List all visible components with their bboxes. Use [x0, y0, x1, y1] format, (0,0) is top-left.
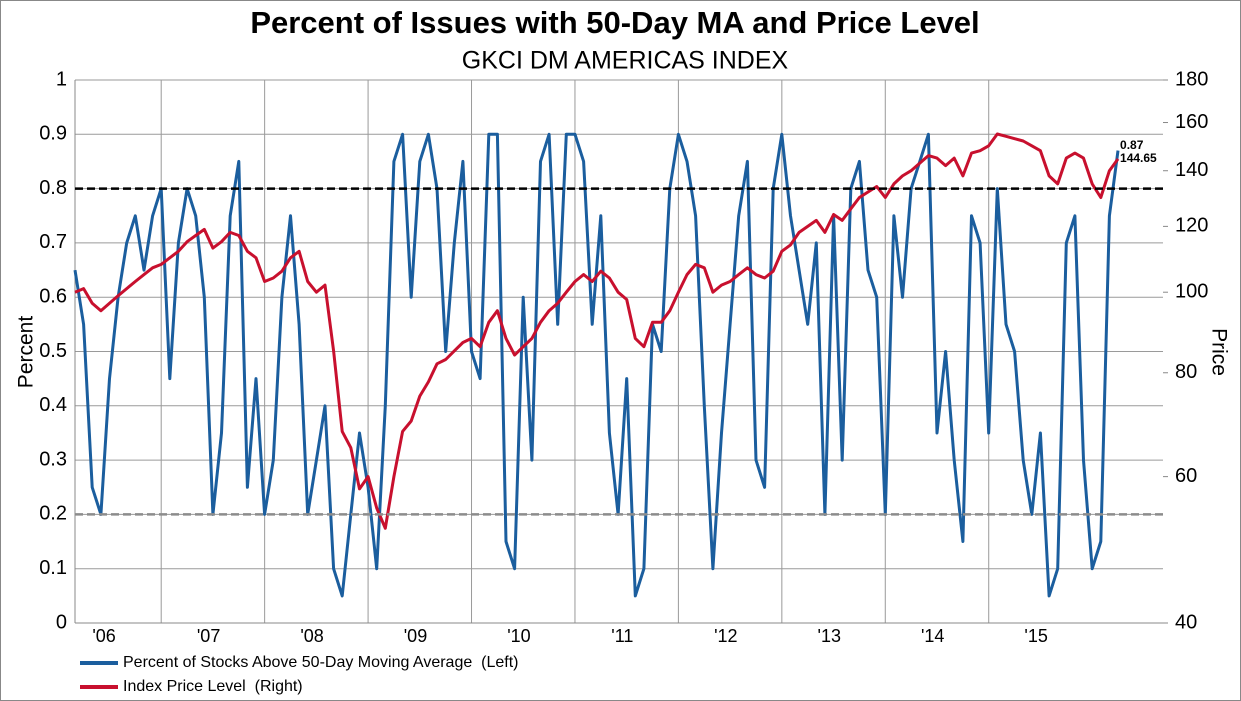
end-value-label: 144.65	[1120, 151, 1157, 165]
y-tick-label: 0.9	[39, 123, 67, 145]
y2-tick-label: 120	[1175, 215, 1208, 237]
y-tick-label: 0.5	[39, 340, 67, 362]
y-tick-label: 1	[56, 68, 67, 90]
y-tick-label: 0.7	[39, 231, 67, 253]
end-value-label: 0.87	[1120, 138, 1144, 152]
x-tick-label: '08	[300, 626, 323, 646]
x-tick-label: '06	[92, 626, 115, 646]
y-tick-label: 0.8	[39, 177, 67, 199]
legend-label: Index Price Level (Right)	[123, 678, 303, 695]
x-tick-label: '09	[404, 626, 427, 646]
chart-subtitle: GKCI DM AMERICAS INDEX	[462, 47, 789, 75]
y2-tick-label: 140	[1175, 159, 1208, 181]
y2-axis-label: Price	[1207, 328, 1230, 376]
y2-tick-label: 40	[1175, 611, 1197, 633]
y2-tick-label: 160	[1175, 111, 1208, 133]
x-tick-label: '14	[921, 626, 944, 646]
y2-tick-label: 100	[1175, 280, 1208, 302]
y-tick-label: 0.6	[39, 285, 67, 307]
y-tick-label: 0.2	[39, 503, 67, 525]
chart-title: Percent of Issues with 50-Day MA and Pri…	[250, 5, 979, 40]
x-tick-label: '15	[1024, 626, 1047, 646]
x-tick-label: '07	[197, 626, 220, 646]
y-tick-label: 0.3	[39, 448, 67, 470]
x-tick-label: '11	[611, 626, 633, 646]
series-line	[73, 132, 1120, 598]
y-tick-label: 0	[56, 611, 67, 633]
x-tick-label: '12	[714, 626, 737, 646]
x-tick-label: '13	[818, 626, 841, 646]
x-tick-label: '10	[507, 626, 530, 646]
series-line	[74, 132, 1120, 530]
legend-label: Percent of Stocks Above 50-Day Moving Av…	[123, 654, 518, 671]
y-tick-label: 0.4	[39, 394, 67, 416]
y2-tick-label: 180	[1175, 68, 1208, 90]
y2-tick-label: 60	[1175, 465, 1197, 487]
y-tick-label: 0.1	[39, 557, 67, 579]
y2-tick-label: 80	[1175, 361, 1197, 383]
y-axis-label: Percent	[15, 316, 38, 389]
